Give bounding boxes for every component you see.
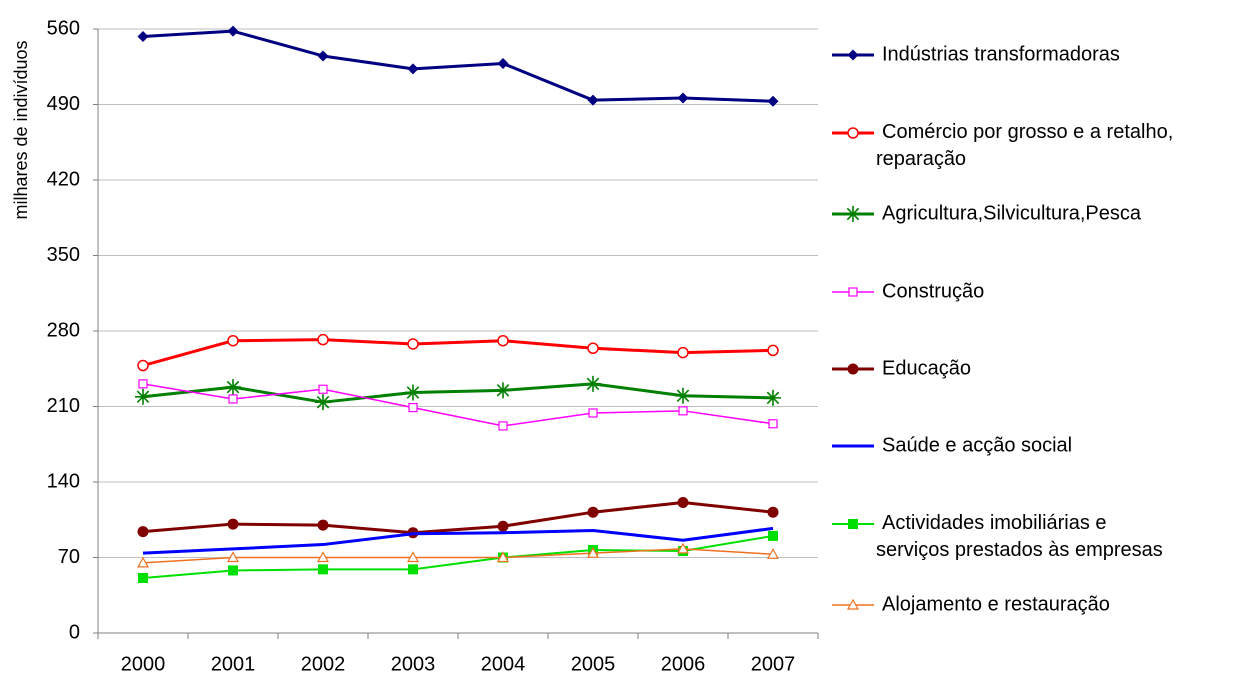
y-tick-label: 0 (69, 621, 80, 643)
marker (768, 419, 778, 429)
marker (767, 506, 779, 518)
marker (765, 389, 781, 406)
marker (407, 63, 419, 75)
marker (138, 572, 148, 583)
y-tick-label: 490 (47, 93, 80, 115)
marker (405, 384, 421, 401)
marker (846, 598, 860, 610)
marker (587, 94, 599, 106)
y-tick-label: 560 (47, 17, 80, 39)
y-tick-label: 280 (47, 319, 80, 341)
x-tick-label: 2002 (301, 653, 346, 675)
marker (497, 334, 509, 347)
marker (137, 359, 149, 372)
marker (848, 287, 858, 297)
legend-label: Saúde e acção social (882, 434, 1072, 456)
y-tick-label: 140 (47, 470, 80, 492)
legend-label: Actividades imobiliárias e serviços pres… (876, 512, 1163, 561)
x-tick-label: 2004 (481, 653, 526, 675)
marker (678, 406, 688, 416)
marker (226, 551, 240, 563)
marker (136, 556, 150, 568)
series-line (142, 500, 774, 535)
marker (135, 388, 151, 405)
legend-label: Agricultura,Silvicultura,Pesca (882, 202, 1142, 224)
marker (496, 551, 510, 563)
series-line (142, 29, 774, 103)
legend-label: Alojamento e restauração (882, 593, 1110, 615)
marker (847, 363, 859, 375)
marker (318, 564, 328, 575)
marker (676, 542, 690, 554)
marker (587, 506, 599, 518)
marker (227, 518, 239, 530)
marker (315, 394, 331, 411)
y-tick-label: 420 (47, 168, 80, 190)
marker (497, 520, 509, 532)
series-line (142, 383, 774, 427)
marker (138, 379, 148, 389)
y-tick-label: 70 (58, 546, 80, 568)
series-line (142, 382, 774, 404)
marker (766, 548, 780, 559)
marker (767, 344, 779, 357)
legend-label: Comércio por grosso e a retalho, reparaç… (876, 121, 1179, 170)
marker (847, 127, 859, 139)
marker (137, 526, 149, 538)
marker (848, 519, 858, 529)
marker (847, 49, 859, 61)
x-tick-label: 2006 (661, 653, 706, 675)
marker (228, 565, 238, 576)
y-tick-label: 210 (47, 395, 80, 417)
marker (588, 408, 598, 418)
marker (227, 25, 239, 37)
marker (408, 402, 418, 413)
marker (225, 379, 241, 396)
marker (767, 95, 779, 107)
marker (677, 496, 689, 508)
marker (316, 551, 330, 563)
x-tick-label: 2005 (571, 653, 616, 675)
marker (317, 50, 329, 62)
x-tick-label: 2007 (751, 653, 796, 675)
series-line (142, 534, 774, 579)
x-tick-label: 2001 (211, 653, 256, 675)
marker (408, 564, 418, 575)
marker (585, 375, 601, 392)
marker (845, 206, 861, 222)
marker (317, 519, 329, 531)
marker (677, 92, 689, 104)
marker (228, 394, 238, 404)
marker (495, 382, 511, 399)
series-line (142, 548, 774, 564)
marker (137, 31, 149, 43)
marker (768, 530, 778, 541)
marker (586, 546, 600, 558)
x-tick-label: 2003 (391, 653, 436, 675)
series-line (142, 526, 774, 555)
legend-label: Educação (882, 357, 971, 379)
marker (317, 333, 329, 346)
marker (406, 551, 420, 563)
legend-label: Indústrias transformadoras (882, 43, 1120, 65)
marker (587, 342, 599, 355)
marker (675, 387, 691, 404)
x-tick-label: 2000 (121, 653, 166, 675)
y-tick-label: 350 (47, 244, 80, 266)
marker (497, 58, 509, 70)
marker (407, 338, 419, 350)
marker (498, 421, 508, 431)
marker (318, 384, 328, 394)
marker (677, 346, 689, 359)
y-axis-label: milhares de indivíduos (11, 40, 31, 219)
series-line (142, 338, 774, 367)
legend-label: Construção (882, 280, 984, 302)
marker (227, 334, 239, 347)
